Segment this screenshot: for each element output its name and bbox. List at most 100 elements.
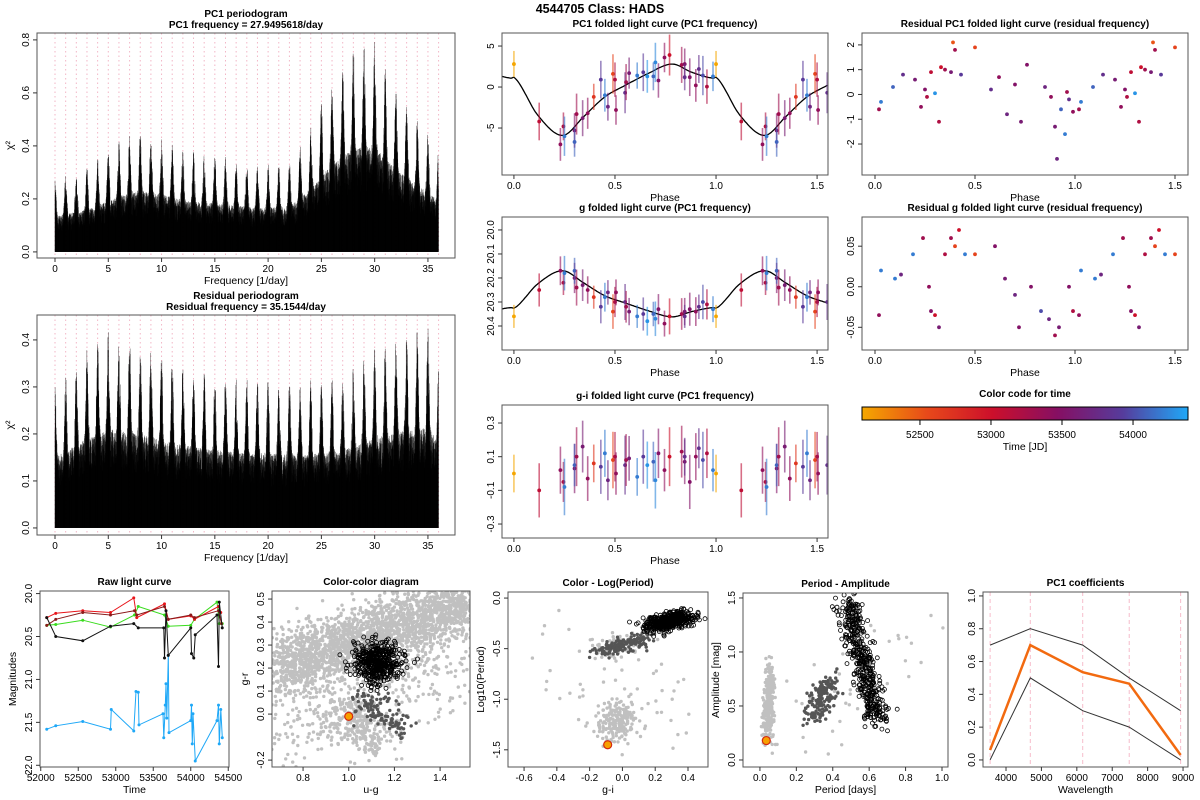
object-light-point: [382, 679, 386, 684]
data-point: [1053, 333, 1057, 338]
object-light-point: [267, 671, 270, 674]
data-point: [933, 91, 937, 96]
x-tick-label: 1.5: [1168, 356, 1182, 367]
object-light-point: [456, 685, 460, 689]
object-light-point: [328, 723, 333, 727]
object-open-point: [360, 648, 366, 654]
object-light-point: [363, 750, 368, 754]
object-light-point: [429, 686, 433, 690]
object-light-point: [331, 706, 335, 711]
object-light-point: [437, 715, 441, 719]
data-point: [562, 485, 567, 489]
data-point: [562, 271, 567, 276]
object-light-point: [352, 619, 356, 624]
object-light-point: [391, 629, 396, 633]
object-light-point: [430, 591, 434, 594]
object-light-point: [322, 622, 326, 626]
data-point: [815, 77, 819, 82]
data-point: [693, 454, 698, 459]
object-light-point: [280, 655, 285, 659]
x-tick-label: 54000: [1119, 430, 1147, 441]
object-light-point: [436, 710, 441, 714]
data-point: [1129, 309, 1133, 313]
object-light-point: [312, 711, 316, 716]
object-light-point: [419, 630, 423, 634]
object-light-point: [285, 648, 290, 652]
data-point: [682, 75, 687, 80]
object-light-point: [646, 701, 650, 706]
data-point: [739, 488, 744, 493]
object-light-point: [487, 688, 490, 691]
object-light-point: [327, 669, 331, 673]
object-light-point: [355, 682, 360, 686]
series-point: [161, 712, 165, 716]
object-light-point: [445, 617, 450, 621]
object-light-point: [608, 704, 612, 709]
object-light-point: [293, 689, 297, 693]
object-light-point: [310, 635, 314, 640]
object-light-point: [342, 705, 347, 709]
object-light-point: [372, 727, 377, 731]
object-light-point: [294, 647, 299, 651]
object-light-point: [282, 678, 287, 683]
object-light-point: [334, 708, 338, 712]
object-light-point: [381, 635, 386, 639]
object-open-point: [382, 674, 388, 680]
object-light-point: [474, 593, 477, 596]
object-dark-point: [644, 645, 648, 649]
object-light-point: [438, 707, 442, 711]
object-light-point: [276, 679, 280, 683]
object-light-point: [280, 644, 285, 648]
y-tick-label: 0.0: [256, 707, 267, 721]
object-light-point: [463, 585, 466, 588]
data-point: [877, 107, 881, 112]
object-light-point: [343, 708, 347, 712]
object-light-point: [469, 581, 472, 584]
object-light-point: [481, 615, 484, 618]
object-open-point: [361, 634, 367, 640]
object-dark-point: [600, 649, 605, 654]
object-light-point: [272, 681, 275, 685]
object-open-point: [379, 669, 385, 675]
object-light-point: [344, 651, 348, 655]
object-light-point: [339, 636, 343, 640]
object-open-point: [399, 660, 405, 666]
object-light-point: [291, 640, 296, 644]
object-light-point: [315, 651, 319, 656]
object-light-point: [392, 632, 396, 636]
object-light-point: [413, 635, 417, 639]
x-tick-label: 5: [106, 264, 112, 275]
object-light-point: [471, 584, 474, 587]
object-light-point: [406, 648, 410, 652]
data-point: [1003, 276, 1007, 281]
data-point: [949, 70, 953, 75]
series-point: [81, 618, 85, 622]
object-light-point: [636, 658, 641, 662]
series-point: [136, 626, 140, 630]
object-light-point: [366, 630, 370, 635]
object-light-point: [475, 615, 478, 618]
object-light-point: [344, 726, 348, 730]
data-point: [973, 45, 977, 50]
object-dark-point: [394, 730, 398, 734]
object-light-point: [334, 631, 338, 635]
chart-title: g folded light curve (PC1 frequency): [579, 203, 751, 214]
object-light-point: [289, 641, 293, 646]
object-light-point: [253, 728, 256, 731]
object-open-point: [403, 658, 409, 664]
object-dark-point: [360, 694, 365, 698]
object-light-point: [291, 760, 295, 764]
y-tick-label: 0.2: [21, 427, 32, 441]
object-light-point: [476, 613, 479, 616]
y-tick-label: 20.0: [486, 220, 497, 240]
x-tick-label: 30: [369, 264, 381, 275]
object-light-point: [309, 620, 313, 624]
object-light-point: [315, 631, 319, 635]
y-tick-label: 21.0: [24, 669, 35, 689]
x-tick-label: 25: [316, 541, 328, 552]
object-light-point: [409, 617, 413, 622]
data-point: [653, 60, 658, 65]
object-light-point: [440, 583, 443, 586]
object-light-point: [616, 740, 620, 744]
y-tick-label: 0.4: [21, 333, 32, 347]
